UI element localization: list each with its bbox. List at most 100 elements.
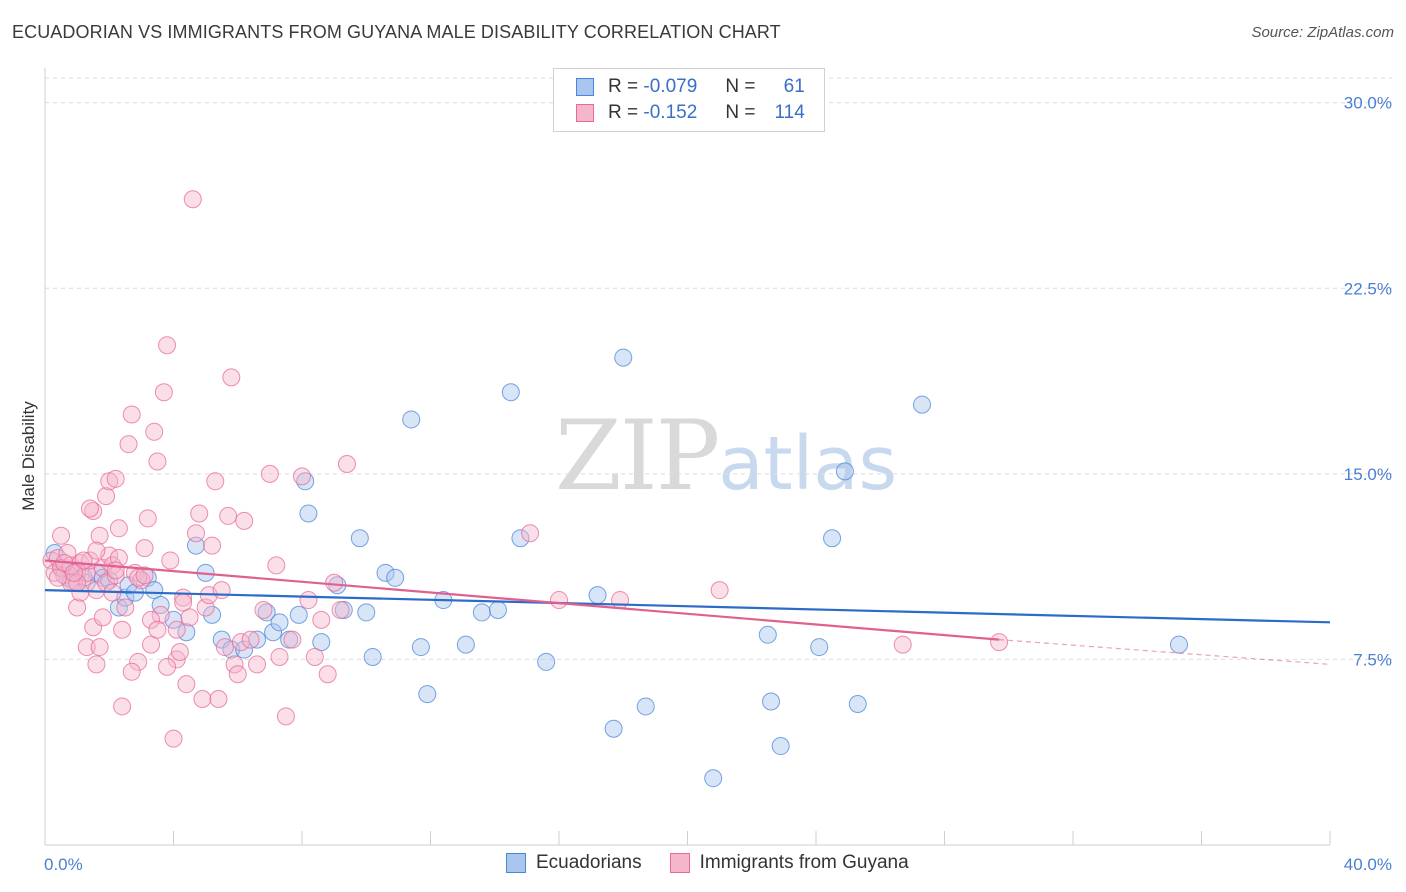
y-tick-label: 7.5% xyxy=(1353,650,1392,669)
point-ecuadorians xyxy=(810,638,829,657)
point-guyana xyxy=(122,662,141,681)
point-guyana xyxy=(254,600,273,619)
point-ecuadorians xyxy=(1170,635,1189,654)
point-guyana xyxy=(52,526,71,545)
point-guyana xyxy=(225,655,244,674)
point-guyana xyxy=(87,655,106,674)
legend-label-guyana: Immigrants from Guyana xyxy=(699,852,909,873)
point-ecuadorians xyxy=(913,395,932,414)
point-guyana xyxy=(235,511,254,530)
point-guyana xyxy=(215,638,234,657)
point-ecuadorians xyxy=(537,652,556,671)
point-ecuadorians xyxy=(363,647,382,666)
point-guyana xyxy=(193,690,212,709)
point-guyana xyxy=(325,573,344,592)
legend-r-value: -0.079 xyxy=(643,76,698,97)
point-ecuadorians xyxy=(588,586,607,605)
point-guyana xyxy=(113,620,132,639)
point-guyana xyxy=(116,598,135,617)
point-guyana xyxy=(93,608,112,627)
point-guyana xyxy=(138,509,157,528)
point-guyana xyxy=(312,610,331,629)
point-ecuadorians xyxy=(289,605,308,624)
legend-r-label: R = xyxy=(608,102,639,123)
source-label: Source: ZipAtlas.com xyxy=(1251,24,1394,41)
point-guyana xyxy=(145,422,164,441)
point-ecuadorians xyxy=(270,613,289,632)
point-guyana xyxy=(299,591,318,610)
point-guyana xyxy=(122,405,141,424)
point-guyana xyxy=(212,581,231,600)
point-guyana xyxy=(142,610,161,629)
point-ecuadorians xyxy=(501,383,520,402)
legend-item-ecuadorians: Ecuadorians xyxy=(506,852,642,874)
watermark: ZIPatlas xyxy=(555,400,897,512)
point-guyana xyxy=(109,519,128,538)
point-guyana xyxy=(64,563,83,582)
point-ecuadorians xyxy=(109,598,128,617)
point-guyana xyxy=(260,464,279,483)
legend-row-ecuadorians: R = -0.079 N = 61 xyxy=(576,75,805,99)
point-guyana xyxy=(135,539,154,558)
point-ecuadorians xyxy=(614,348,633,367)
point-guyana xyxy=(521,524,540,543)
point-guyana xyxy=(129,652,148,671)
point-ecuadorians xyxy=(762,692,781,711)
legend-n-label: N = xyxy=(725,102,756,123)
trendline-guyana xyxy=(44,559,1000,641)
point-guyana xyxy=(180,608,199,627)
legend-row-guyana: R = -0.152 N = 114 xyxy=(576,101,805,125)
point-guyana xyxy=(97,487,116,506)
point-ecuadorians xyxy=(823,529,842,548)
point-guyana xyxy=(48,568,67,587)
point-guyana xyxy=(167,620,186,639)
watermark-atlas: atlas xyxy=(718,421,898,507)
point-ecuadorians xyxy=(418,685,437,704)
point-ecuadorians xyxy=(835,462,854,481)
point-ecuadorians xyxy=(771,737,790,756)
point-ecuadorians xyxy=(350,529,369,548)
point-guyana xyxy=(611,591,630,610)
legend-n-value: 114 xyxy=(774,102,805,123)
point-ecuadorians xyxy=(151,596,170,615)
point-ecuadorians xyxy=(257,603,276,622)
point-ecuadorians xyxy=(411,638,430,657)
point-guyana xyxy=(331,600,350,619)
point-ecuadorians xyxy=(186,536,205,555)
point-guyana xyxy=(135,566,154,585)
point-ecuadorians xyxy=(145,581,164,600)
correlation-legend: R = -0.079 N = 61 R = -0.152 N = 114 xyxy=(553,68,825,132)
point-ecuadorians xyxy=(511,529,530,548)
legend-n-label: N = xyxy=(725,76,756,97)
point-guyana xyxy=(158,657,177,676)
y-tick-label: 22.5% xyxy=(1344,279,1392,298)
point-guyana xyxy=(119,435,138,454)
point-guyana xyxy=(550,591,568,610)
point-guyana xyxy=(710,581,729,600)
x-tick-label-min: 0.0% xyxy=(44,855,83,874)
point-ecuadorians xyxy=(758,625,777,644)
y-tick-label: 30.0% xyxy=(1344,94,1392,113)
point-ecuadorians xyxy=(357,603,376,622)
point-guyana xyxy=(113,697,132,716)
legend-label-ecuadorians: Ecuadorians xyxy=(536,852,642,873)
point-ecuadorians xyxy=(248,630,267,649)
point-ecuadorians xyxy=(704,769,723,788)
point-guyana xyxy=(222,368,241,387)
watermark-zip: ZIP xyxy=(555,400,720,512)
point-guyana xyxy=(106,561,125,580)
point-guyana xyxy=(248,655,267,674)
point-guyana xyxy=(293,467,311,486)
point-guyana xyxy=(228,665,247,684)
point-guyana xyxy=(190,504,209,523)
legend-r-value: -0.152 xyxy=(643,102,698,123)
point-guyana xyxy=(270,647,289,666)
legend-n-value: 61 xyxy=(783,76,805,97)
point-guyana xyxy=(84,618,103,637)
point-guyana xyxy=(154,383,173,402)
point-guyana xyxy=(209,690,228,709)
point-guyana xyxy=(283,630,302,649)
point-ecuadorians xyxy=(472,603,491,622)
point-guyana xyxy=(174,593,193,612)
